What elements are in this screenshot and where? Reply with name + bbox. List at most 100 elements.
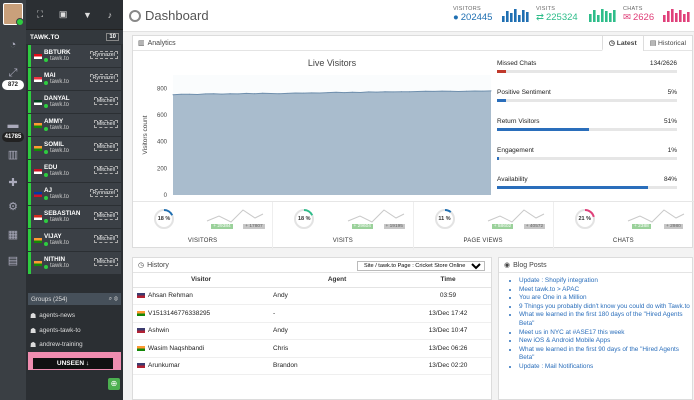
data-point	[270, 93, 272, 95]
agent-row[interactable]: VIJAY tawk.to Mitchell	[28, 229, 121, 251]
contact-card-icon[interactable]: ▣	[58, 9, 68, 19]
data-point	[180, 93, 182, 95]
data-point	[482, 90, 484, 92]
col-time: Time	[405, 273, 491, 288]
data-point	[213, 93, 215, 95]
add-icon[interactable]: ⊕	[108, 378, 120, 390]
gear-icon[interactable]: ⚙	[8, 201, 18, 213]
analytics-tabs: ◷ Latest ▤ Historical	[601, 36, 692, 51]
agent-row[interactable]: EDU tawk.to Mitchell	[28, 160, 121, 182]
group-label: agents-news	[39, 312, 75, 319]
gauge-cell: 11 % + 58602 + 40572 PAGE VIEWS	[414, 202, 554, 250]
bell-icon[interactable]: ♪	[107, 9, 113, 20]
agent-tag: Mitchell	[93, 143, 118, 151]
data-point	[400, 91, 402, 93]
contacts-icon[interactable]: ▤	[7, 255, 19, 267]
y-tick-label: 0	[164, 193, 168, 199]
addons-icon[interactable]: ✚	[8, 177, 18, 189]
group-item[interactable]: ☗ andrew-training	[30, 339, 83, 350]
spark-bar	[613, 10, 616, 22]
chats-value: 2626	[632, 12, 655, 23]
table-row[interactable]: Wasim Naqshbandi Chris 13/Dec 06:26	[133, 339, 491, 358]
calendar-icon[interactable]: ▦	[7, 229, 19, 241]
data-point	[229, 93, 231, 95]
y-tick-label: 800	[157, 86, 168, 92]
data-point	[172, 94, 174, 96]
table-row[interactable]: Ahsan Rehman Andy 03:59	[133, 287, 491, 305]
table-header-row: Visitor Agent Time	[133, 273, 491, 288]
flag-icon	[137, 328, 145, 334]
blog-post-link[interactable]: What we learned in the first 90 days of …	[519, 346, 692, 363]
data-point	[384, 91, 386, 93]
messaging-badge: 41785	[2, 132, 24, 142]
status-dot-icon	[44, 103, 48, 108]
agent-property: tawk.to	[50, 56, 70, 62]
visitor-name: Ashwin	[148, 327, 169, 335]
visitor-name: V1513146776338295	[148, 309, 211, 317]
spark-bar	[518, 15, 521, 22]
group-label: agents-tawk-to	[39, 327, 81, 334]
blog-post-link[interactable]: Meet tawk.to > APAC	[519, 286, 692, 295]
agent-row[interactable]: SEBASTIAN tawk.to Mitchell	[28, 206, 121, 228]
avatar[interactable]	[3, 3, 24, 26]
agent-cell: -	[269, 304, 406, 323]
blog-post-link[interactable]: What we learned in the first 180 days of…	[519, 311, 692, 328]
data-point	[335, 91, 337, 93]
table-row[interactable]: V1513146776338295 -13/Dec 17:42	[133, 304, 491, 323]
agent-row[interactable]: AJ tawk.to Rynnazel	[28, 183, 121, 205]
unseen-button[interactable]: UNSEEN ↓	[33, 358, 113, 369]
agent-row[interactable]: SOMIL tawk.to Mitchell	[28, 137, 121, 159]
property-header[interactable]: TAWK.TO 10	[26, 30, 123, 44]
monitoring-icon[interactable]: ⤢	[8, 67, 18, 79]
messaging-icon[interactable]: ▬	[7, 119, 19, 131]
agent-row[interactable]: MAI tawk.to Rynnazel	[28, 68, 121, 90]
tab-historical[interactable]: ▤ Historical	[642, 36, 692, 51]
agent-tag: Mitchell	[93, 97, 118, 105]
agent-row[interactable]: AMMY tawk.to Mitchell	[28, 114, 121, 136]
spark-bar	[589, 14, 592, 22]
agent-name: NITHIN	[44, 256, 65, 263]
group-item[interactable]: ☗ agents-tawk-to	[30, 325, 81, 336]
data-point	[245, 92, 247, 94]
table-row[interactable]: Arunkumar Brandon 13/Dec 02:20	[133, 357, 491, 375]
data-point	[449, 90, 451, 92]
gauge-ring	[574, 209, 595, 229]
flag-icon	[34, 99, 42, 105]
expand-icon[interactable]: ⛶	[36, 9, 44, 19]
table-row[interactable]: Ashwin Andy 13/Dec 10:47	[133, 322, 491, 340]
history-filter-select[interactable]: Site / tawk.to Page : Cricket Store Onli…	[357, 261, 485, 271]
metric-label: Engagement	[497, 147, 534, 154]
spark-bar	[510, 13, 513, 22]
metric-item: Positive Sentiment 5%	[497, 89, 677, 102]
chat-icon: ✉	[623, 12, 631, 23]
data-point	[221, 93, 223, 95]
metric-bar-fill	[497, 157, 499, 160]
search-icon[interactable]: ⌕	[108, 295, 113, 302]
tab-latest[interactable]: ◷ Latest	[601, 36, 643, 51]
agent-property: tawk.to	[50, 125, 70, 131]
agent-row[interactable]: DANYAL tawk.to Mitchell	[28, 91, 121, 113]
agent-row[interactable]: NITHIN tawk.to Mitchell	[28, 252, 121, 274]
agent-name: VIJAY	[44, 233, 62, 240]
blog-post-link[interactable]: Update : Shopify integration	[519, 277, 692, 286]
agent-row[interactable]: BBTURK tawk.to Rynnazel	[28, 45, 121, 67]
dashboard-icon[interactable]: ◔	[9, 39, 17, 51]
blog-post-link[interactable]: Update : Mail Notifications	[519, 363, 692, 372]
reporting-icon[interactable]: ▥	[7, 149, 19, 161]
blog-post-link[interactable]: 9 Things you probably didn't know you co…	[519, 303, 692, 312]
filter-icon[interactable]: ▼	[83, 9, 92, 20]
gauge-cell: 18 % + 29384 + 17807 VISITORS	[133, 202, 274, 250]
time-cell: 13/Dec 17:42	[405, 304, 491, 323]
settings-icon[interactable]: ⊗	[113, 295, 118, 302]
blog-post-link[interactable]: You are One in a Million	[519, 294, 692, 303]
group-item[interactable]: ☗ agents-news	[30, 310, 75, 321]
area-series	[173, 90, 491, 195]
blog-post-link[interactable]: New iOS & Android Mobile Apps	[519, 337, 692, 346]
blog-post-link[interactable]: Meet us in NYC at #ASE17 this week	[519, 329, 692, 338]
metric-value: 84%	[663, 176, 677, 183]
gauge-label: PAGE VIEWS	[463, 238, 503, 244]
blog-list: Update : Shopify integrationMeet tawk.to…	[499, 273, 692, 372]
agent-property: tawk.to	[50, 217, 70, 223]
agent-tag: Rynnazel	[89, 74, 118, 82]
clock-icon: ◷	[138, 262, 145, 269]
